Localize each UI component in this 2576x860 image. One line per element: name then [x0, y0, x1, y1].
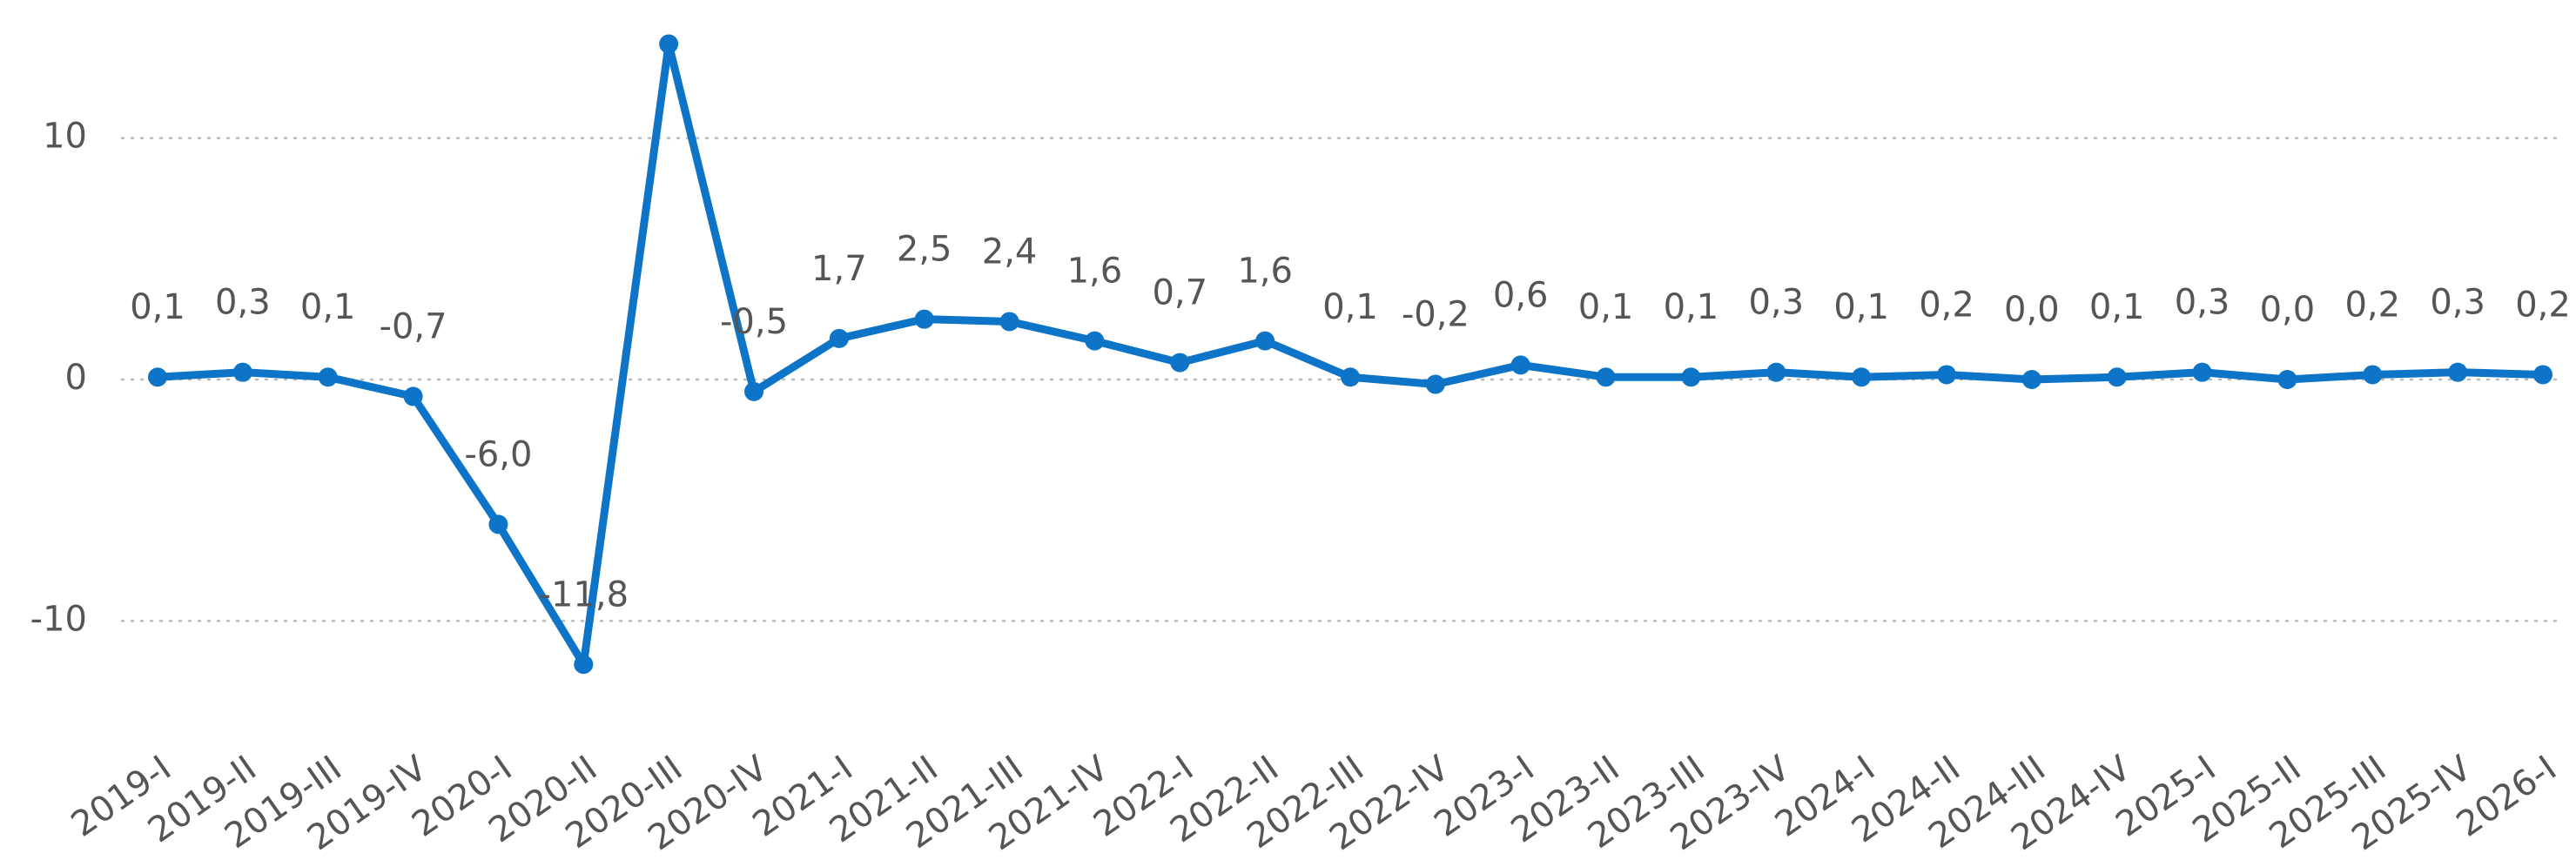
marker	[403, 386, 423, 406]
data-label: -0,2	[1402, 295, 1470, 335]
y-tick-label: -10	[30, 599, 87, 639]
y-tick-label: 10	[43, 117, 87, 157]
data-label: -11,8	[539, 574, 629, 615]
marker	[148, 367, 167, 387]
data-label: 0,3	[2430, 283, 2485, 323]
data-label: 1,6	[1237, 252, 1293, 292]
data-label: 1,7	[811, 249, 867, 289]
marker	[1766, 362, 1786, 382]
marker	[2363, 365, 2383, 385]
data-label: 0,3	[215, 283, 271, 323]
marker	[1937, 365, 1956, 385]
data-label: -0,7	[380, 306, 447, 346]
data-label: 0,1	[1322, 287, 1378, 327]
marker	[1852, 367, 1872, 387]
data-label: 0,0	[2004, 290, 2060, 330]
data-label: 0,2	[1919, 285, 1974, 325]
marker	[488, 514, 508, 534]
data-label: 0,1	[1664, 287, 1719, 327]
x-tick-label: 2026-I	[2450, 749, 2564, 845]
marker	[2192, 362, 2212, 382]
marker	[659, 34, 679, 54]
marker	[1510, 355, 1530, 375]
data-label: 1,6	[1067, 252, 1123, 292]
marker	[2448, 362, 2468, 382]
marker	[914, 309, 934, 329]
data-label: 0,0	[2260, 290, 2316, 330]
data-label: 0,6	[1493, 275, 1549, 315]
marker	[1341, 367, 1360, 387]
marker	[1085, 331, 1105, 351]
data-label: 0,3	[1748, 283, 1804, 323]
marker	[574, 655, 594, 675]
data-label: 0,1	[300, 287, 356, 327]
data-label: 0,1	[2089, 287, 2145, 327]
marker	[1681, 367, 1701, 387]
marker	[2533, 365, 2552, 385]
marker	[829, 328, 849, 348]
data-label: 0,1	[1833, 287, 1889, 327]
marker	[2277, 370, 2297, 389]
marker	[2107, 367, 2127, 387]
data-label: 2,5	[897, 230, 952, 270]
marker	[2021, 370, 2041, 389]
marker	[1425, 374, 1445, 394]
data-label: 0,1	[130, 287, 185, 327]
marker	[232, 362, 252, 382]
marker	[1255, 331, 1275, 351]
data-label: 2,4	[982, 232, 1038, 272]
marker	[999, 312, 1019, 332]
marker	[1170, 353, 1190, 373]
marker	[1596, 367, 1616, 387]
data-label: -0,5	[720, 302, 788, 342]
y-tick-label: 0	[65, 358, 87, 398]
marker	[318, 367, 338, 387]
data-label: 0,1	[1578, 287, 1634, 327]
marker	[744, 381, 763, 401]
data-label: 0,2	[2515, 285, 2571, 325]
data-label: 0,2	[2344, 285, 2400, 325]
data-label: -6,0	[464, 434, 532, 474]
data-label: 0,3	[2175, 283, 2230, 323]
data-label: 0,7	[1152, 273, 1207, 313]
